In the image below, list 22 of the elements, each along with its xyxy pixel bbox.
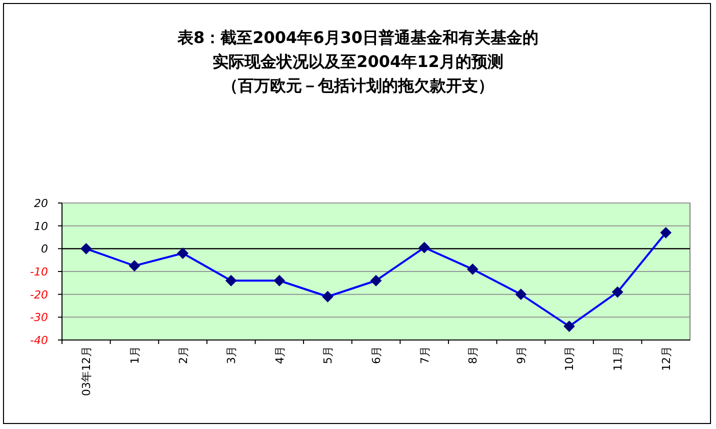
ytick: 20 bbox=[34, 197, 48, 210]
xtick: 10月 bbox=[563, 346, 576, 371]
xtick: 03年12月 bbox=[80, 346, 94, 396]
xtick: 11月 bbox=[612, 346, 625, 371]
xtick: 8月 bbox=[466, 346, 480, 364]
ytick: 10 bbox=[34, 220, 48, 233]
xtick: 9月 bbox=[514, 346, 528, 364]
ytick: -40 bbox=[30, 334, 48, 347]
ytick: -20 bbox=[30, 288, 48, 302]
title: 表8：截至2004年6月30日普通基金和有关基金的实际现金状况以及至2004年12月的预测 bbox=[177, 28, 539, 71]
xtick: 2月 bbox=[176, 346, 190, 364]
ytick: -30 bbox=[30, 311, 48, 324]
xtick: 4月 bbox=[273, 346, 286, 364]
xtick: 12月 bbox=[660, 346, 673, 371]
subtitle: （百万欧元－包括计划的拖欠款开支） bbox=[222, 76, 494, 95]
xtick: 3月 bbox=[225, 346, 238, 364]
xtick: 7月 bbox=[418, 346, 432, 364]
ytick: 0 bbox=[41, 242, 48, 256]
xtick: 6月 bbox=[370, 346, 383, 364]
xtick: 1月 bbox=[128, 346, 142, 364]
xtick: 5月 bbox=[322, 346, 335, 364]
ytick: -10 bbox=[30, 266, 48, 278]
